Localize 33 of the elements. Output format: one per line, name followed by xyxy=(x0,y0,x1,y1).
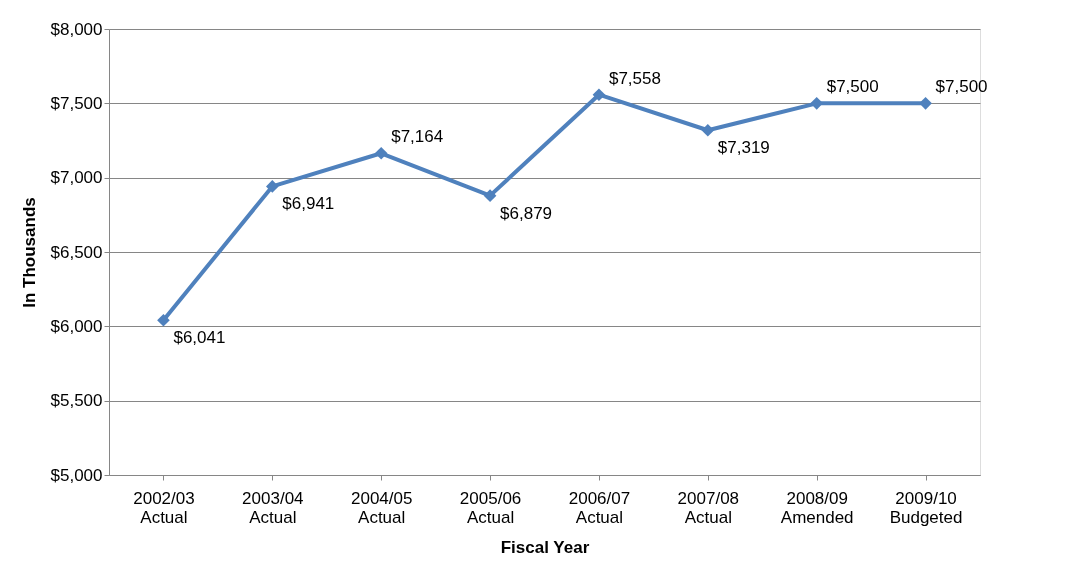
point xyxy=(701,123,715,137)
text: $6,879 xyxy=(500,203,553,223)
text: $6,041 xyxy=(173,328,226,348)
point xyxy=(483,189,497,202)
point xyxy=(157,313,170,327)
point xyxy=(810,97,824,110)
y-tick-label: $5,000 xyxy=(50,465,103,485)
x-tick-label: 2002/03 Actual xyxy=(133,488,195,527)
y-tick-label: $6,000 xyxy=(50,316,103,336)
text: $7,558 xyxy=(608,68,661,88)
x-tick-label: 2007/08 Actual xyxy=(677,488,740,527)
text: $7,164 xyxy=(391,127,444,147)
text: $6,941 xyxy=(282,194,335,214)
x-tick-label: 2005/06 Actual xyxy=(459,488,522,527)
point xyxy=(374,146,388,160)
y-tick-label: $5,500 xyxy=(50,391,103,411)
x-tick-label: 2009/10 Budgeted xyxy=(889,488,963,527)
text: $7,319 xyxy=(717,138,770,158)
x-tick-label: 2004/05 Actual xyxy=(350,488,413,527)
text: $7,500 xyxy=(826,77,879,97)
point xyxy=(265,180,279,193)
y-tick-label: $7,500 xyxy=(50,93,103,113)
y-axis-title: In Thousands xyxy=(19,197,39,308)
text: $7,500 xyxy=(935,77,988,97)
x-tick-label: 2006/07 Actual xyxy=(568,488,631,527)
x-tick-label: 2003/04 Actual xyxy=(242,488,304,527)
y-tick-label: $8,000 xyxy=(50,19,103,39)
point xyxy=(592,88,606,102)
point xyxy=(919,97,932,110)
y-tick-label: $7,000 xyxy=(50,168,103,188)
x-axis-title: Fiscal Year xyxy=(500,537,590,557)
x-tick-label: 2008/09 Amended xyxy=(780,488,854,527)
y-tick-label: $6,500 xyxy=(50,242,103,262)
